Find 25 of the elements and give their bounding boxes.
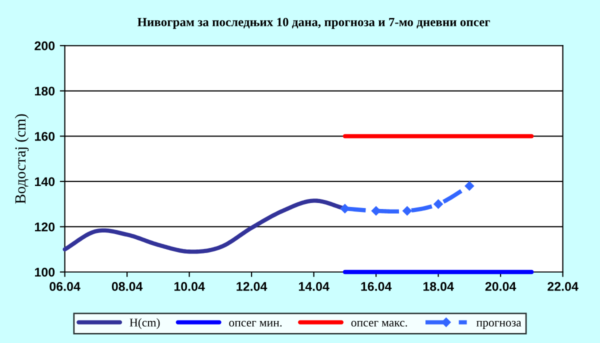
point: [340, 204, 350, 214]
legend-label: прогноза: [476, 320, 522, 329]
x-tick-label: 16.04: [361, 282, 392, 291]
point: [464, 181, 474, 191]
x-tick-label: 22.04: [548, 282, 578, 291]
x-tick-label: 14.04: [298, 282, 330, 291]
legend-label: опсег мин.: [229, 320, 282, 327]
x-tick-label: 12.04: [236, 282, 268, 291]
x-tick-label: 20.04: [485, 282, 516, 291]
x-tick-label: 06.04: [50, 282, 80, 291]
legend-label: H(cm): [130, 318, 160, 329]
point: [434, 199, 443, 209]
y-tick-label: 140: [35, 177, 55, 186]
y-tick-label: 100: [35, 268, 55, 277]
y-tick-label: 180: [35, 86, 55, 96]
x-tick-label: 08.04: [112, 282, 143, 291]
y-tick-label: 160: [35, 132, 55, 141]
chart-title: Нивограм за последњих 10 дана, прогноза и 7-мо дневни опсег: [137, 18, 490, 29]
x-tick-label: 18.04: [423, 282, 454, 291]
y-tick-label: 120: [35, 222, 55, 232]
x-tick-label: 10.04: [174, 282, 205, 291]
y-axis-title: Водостај (cm): [14, 114, 29, 204]
y-tick-label: 200: [34, 41, 55, 50]
legend-label: опсег макс.: [351, 320, 408, 327]
point: [402, 206, 412, 216]
